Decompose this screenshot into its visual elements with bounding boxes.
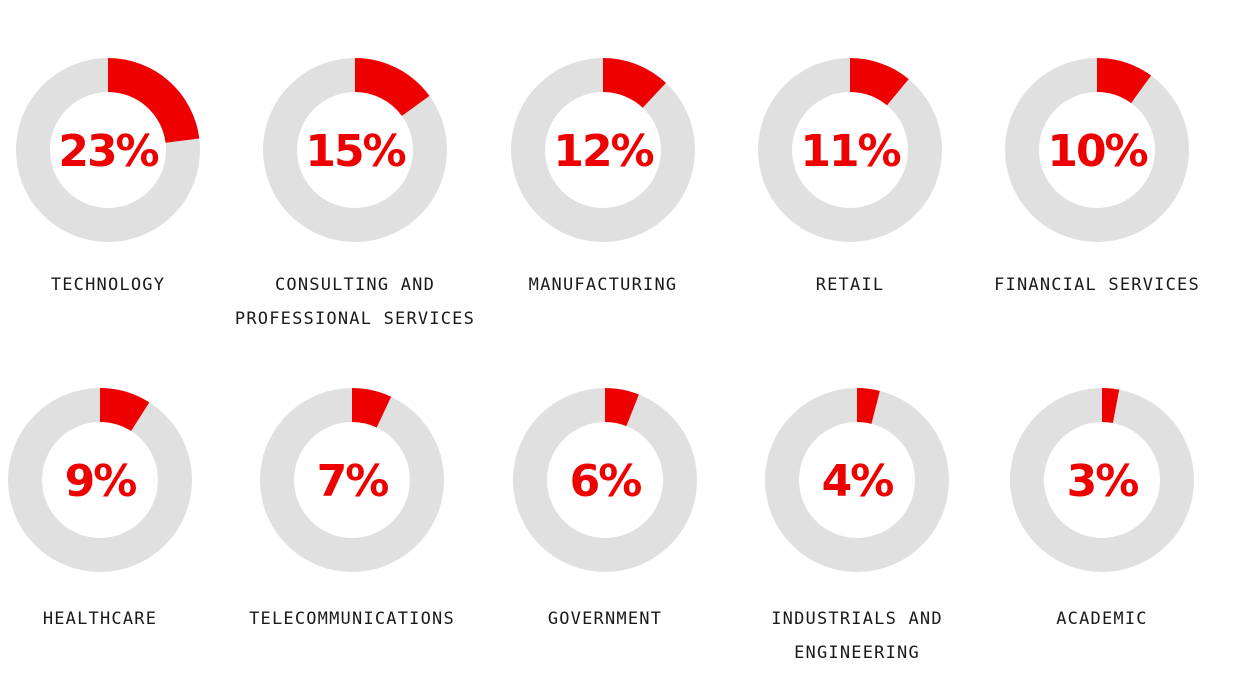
percent-label: 4% [822, 456, 894, 507]
donut-slice [108, 58, 200, 143]
donut-item: 11% RETAIL [758, 58, 942, 295]
donut-slice [100, 388, 150, 432]
category-label: RETAIL [816, 275, 885, 295]
donut-item: 10% FINANCIAL SERVICES [994, 58, 1200, 295]
category-label: TELECOMMUNICATIONS [249, 609, 455, 629]
percent-label: 6% [570, 456, 642, 507]
percent-label: 3% [1067, 456, 1139, 507]
donut-slice [1102, 388, 1120, 424]
donut-slice [355, 58, 430, 116]
percent-label: 9% [65, 456, 137, 507]
donut-item: 15% CONSULTING AND PROFESSIONAL SERVICES [235, 58, 475, 329]
category-label: CONSULTING AND [275, 275, 435, 295]
percent-label: 10% [1047, 126, 1147, 177]
donut-slice [1097, 58, 1152, 104]
percent-label: 7% [317, 456, 389, 507]
donut-slice [857, 388, 880, 424]
category-label: MANUFACTURING [529, 275, 678, 295]
category-label: ACADEMIC [1056, 609, 1147, 629]
donut-item: 6% GOVERNMENT [513, 388, 697, 629]
donut-item: 3% ACADEMIC [1010, 388, 1194, 629]
donut-slice [850, 58, 909, 106]
donut-item: 7% TELECOMMUNICATIONS [249, 388, 455, 629]
category-label: GOVERNMENT [548, 609, 662, 629]
percent-label: 23% [58, 126, 158, 177]
category-label: TECHNOLOGY [51, 275, 165, 295]
category-label: FINANCIAL SERVICES [994, 275, 1200, 295]
category-label: INDUSTRIALS AND [771, 609, 943, 629]
donut-item: 12% MANUFACTURING [511, 58, 695, 295]
percent-label: 12% [553, 126, 653, 177]
donut-item: 9% HEALTHCARE [8, 388, 192, 629]
percent-label: 15% [305, 126, 405, 177]
category-label: HEALTHCARE [43, 609, 157, 629]
donut-slice [605, 388, 639, 427]
donut-item: 4% INDUSTRIALS AND ENGINEERING [765, 388, 949, 663]
donut-item: 23% TECHNOLOGY [16, 58, 200, 295]
category-label: ENGINEERING [794, 643, 920, 663]
category-label: PROFESSIONAL SERVICES [235, 309, 475, 329]
percent-label: 11% [800, 126, 900, 177]
donut-slice [352, 388, 392, 428]
donut-slice [603, 58, 666, 108]
